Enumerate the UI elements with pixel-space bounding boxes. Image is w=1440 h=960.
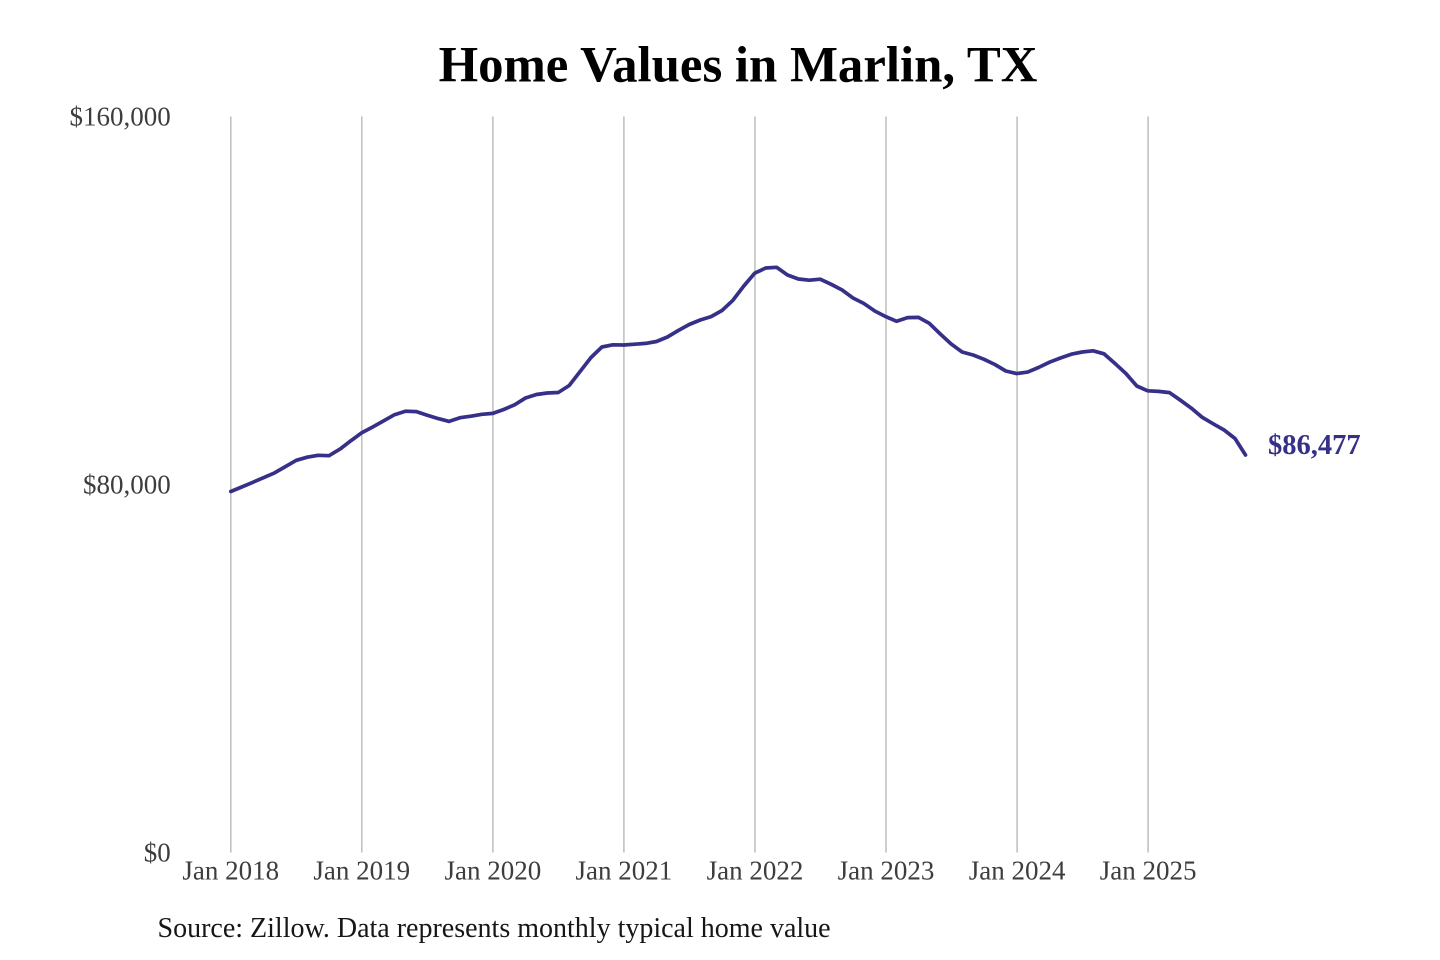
svg-text:$160,000: $160,000	[70, 101, 171, 131]
svg-text:Jan 2024: Jan 2024	[969, 856, 1066, 886]
svg-text:Jan 2021: Jan 2021	[576, 856, 673, 886]
svg-text:$86,477: $86,477	[1268, 430, 1361, 461]
svg-text:Jan 2023: Jan 2023	[838, 856, 935, 886]
svg-text:Jan 2022: Jan 2022	[707, 856, 804, 886]
svg-text:Jan 2020: Jan 2020	[445, 856, 542, 886]
svg-text:$80,000: $80,000	[83, 469, 171, 499]
svg-text:Jan 2019: Jan 2019	[313, 856, 410, 886]
svg-text:Jan 2018: Jan 2018	[182, 856, 279, 886]
svg-text:Home Values in Marlin, TX: Home Values in Marlin, TX	[439, 37, 1038, 93]
svg-text:$0: $0	[144, 837, 171, 867]
svg-text:Jan 2025: Jan 2025	[1100, 856, 1197, 886]
svg-text:Source: Zillow. Data represent: Source: Zillow. Data represents monthly …	[158, 913, 831, 944]
